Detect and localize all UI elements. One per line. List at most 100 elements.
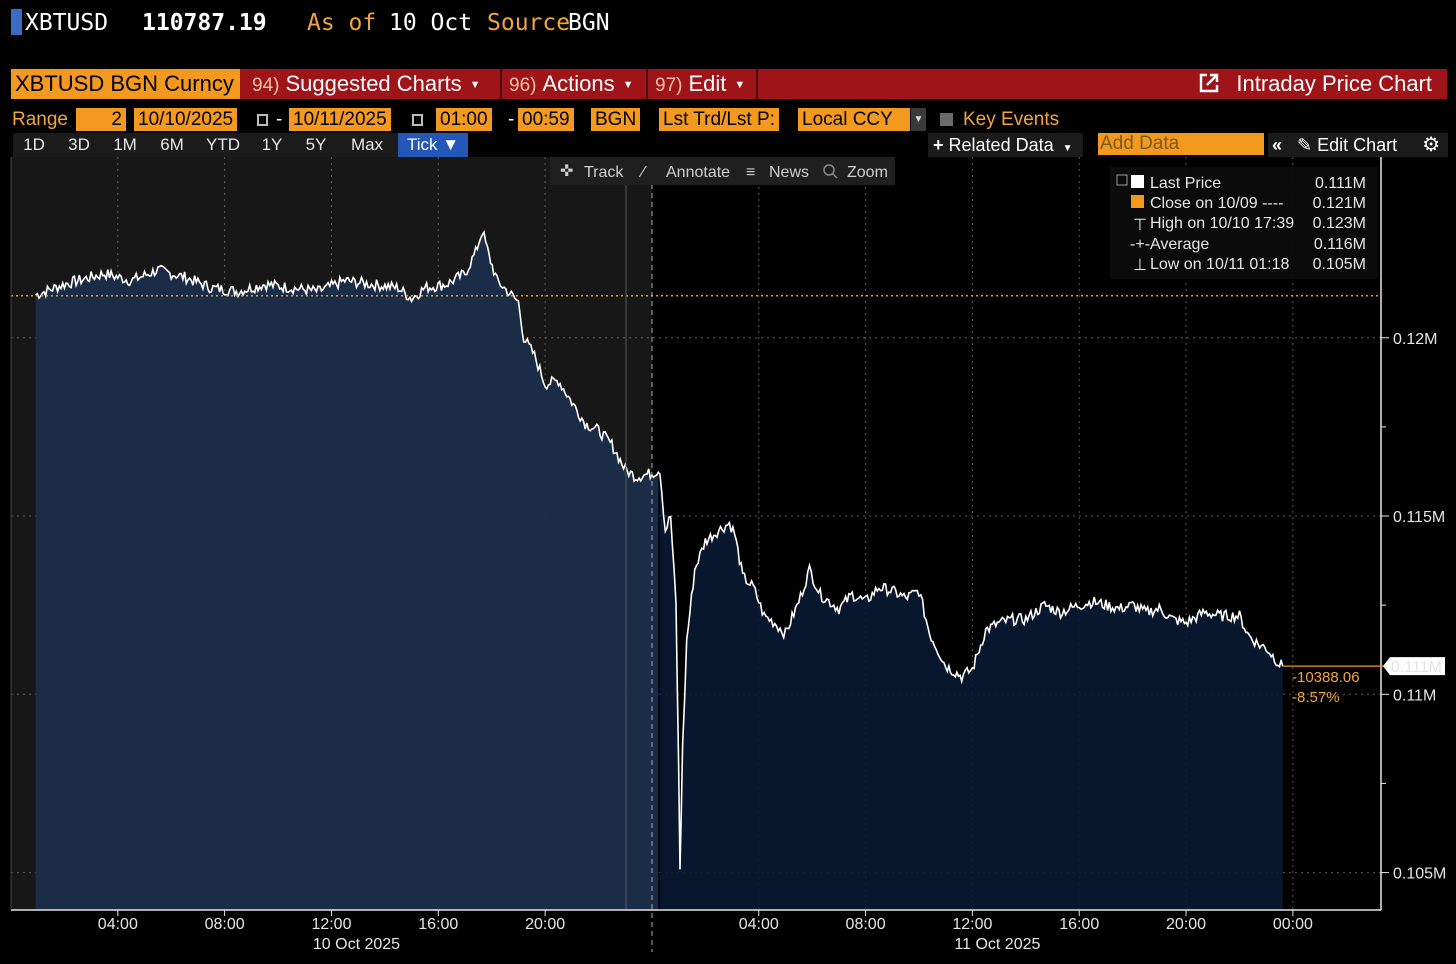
edit-chart-toolbar: « ✎ Edit Chart ⚙	[1268, 133, 1448, 157]
related-data-button[interactable]: + Related Data ▼	[928, 133, 1083, 157]
legend-value: 0.116M	[1314, 236, 1366, 253]
add-data-input[interactable]: Add Data	[1098, 133, 1264, 155]
x-tick-label: 20:00	[525, 916, 565, 933]
period-1d[interactable]: 1D	[23, 135, 45, 154]
legend-value: 0.123M	[1313, 215, 1366, 232]
percent-change: -8.57%	[1292, 689, 1340, 706]
end-time-input[interactable]: 00:59	[518, 108, 574, 131]
legend-collapse-icon[interactable]	[1116, 174, 1128, 186]
collapse-icon[interactable]: «	[1272, 135, 1283, 155]
menu-number: 94)	[252, 75, 280, 96]
range-label: Range	[12, 109, 68, 130]
zoom-icon	[823, 164, 835, 176]
as-of-label: As of	[307, 10, 377, 36]
security-field[interactable]: XBTUSD BGN Curncy	[11, 69, 240, 99]
menu-number: 97)	[655, 75, 683, 96]
y-tick-label: 0.11M	[1393, 687, 1436, 704]
x-tick-label: 08:00	[205, 916, 245, 933]
pen-icon: ∕	[638, 164, 647, 181]
title-bar: XBTUSD 110787.19 As of 10 Oct Source BGN	[0, 0, 1456, 50]
track-label: Track	[584, 164, 624, 181]
calendar-icon[interactable]	[254, 108, 268, 131]
legend-label: Average	[1150, 236, 1209, 253]
currency-select[interactable]: Local CCY	[798, 108, 910, 131]
period-1y[interactable]: 1Y	[261, 135, 283, 154]
actions-menu[interactable]: 96) Actions ▼	[509, 69, 634, 99]
menu-divider	[756, 69, 758, 99]
zoom-icon-handle	[832, 173, 838, 179]
caret-down-icon: ▼	[622, 79, 634, 91]
period-ytd[interactable]: YTD	[206, 135, 240, 154]
gear-icon[interactable]: ⚙	[1422, 134, 1440, 156]
end-date-input[interactable]: 10/11/2025	[289, 108, 391, 131]
menu-divider	[646, 69, 648, 99]
x-tick-label: 16:00	[1059, 916, 1099, 933]
price-field-select[interactable]: Lst Trd/Lst P:	[659, 108, 779, 131]
legend-label: Close on 10/09 ----	[1150, 195, 1283, 212]
legend-label: High on 10/10 17:39	[1150, 215, 1294, 232]
key-events-toggle[interactable]: Key Events	[940, 108, 1059, 131]
x-tick-label: 12:00	[311, 916, 351, 933]
news-tool[interactable]: ≡ News	[746, 164, 809, 181]
plus-icon: +	[933, 135, 944, 155]
menu-number: 96)	[509, 75, 537, 96]
period-bar	[13, 133, 468, 157]
pencil-icon: ✎	[1297, 135, 1313, 155]
end-date-value: 10/11/2025	[293, 109, 387, 130]
period-max[interactable]: Max	[350, 135, 384, 154]
view-title[interactable]: Intraday Price Chart	[1198, 69, 1432, 99]
chart-tools-bg	[550, 157, 895, 185]
ticker-symbol[interactable]: XBTUSD	[25, 10, 109, 36]
period-5y[interactable]: 5Y	[305, 135, 327, 154]
key-events-label: Key Events	[963, 109, 1060, 130]
zoom-label: Zoom	[847, 164, 888, 181]
suggested-charts-menu[interactable]: 94) Suggested Charts ▼	[252, 69, 480, 99]
date-label: 11 Oct 2025	[954, 936, 1040, 953]
period-1m[interactable]: 1M	[113, 135, 137, 154]
menu-label: Suggested Charts	[285, 71, 462, 96]
price-area-fill-current	[659, 474, 1283, 910]
period-6m[interactable]: 6M	[160, 135, 184, 154]
x-tick-label: 20:00	[1166, 916, 1206, 933]
net-change: -10388.06	[1292, 669, 1360, 686]
legend: ⊤ -+- ⊥ Last Price 0.111M Close on 10/09…	[1110, 167, 1378, 279]
x-tick-label: 08:00	[846, 916, 886, 933]
x-tick-label: 04:00	[98, 916, 138, 933]
range-days-input[interactable]: 2	[76, 108, 126, 131]
x-tick-label: 00:00	[1273, 916, 1313, 933]
news-label: News	[769, 164, 809, 181]
last-price-swatch	[1131, 175, 1144, 188]
checkbox-icon[interactable]	[940, 113, 953, 126]
y-tick-label: 0.115M	[1393, 509, 1445, 526]
legend-value: 0.111M	[1315, 175, 1366, 192]
period-3d[interactable]: 3D	[68, 135, 90, 154]
legend-bg	[1110, 167, 1378, 279]
y-tick-label: 0.105M	[1393, 866, 1446, 883]
edit-chart-button[interactable]: ✎ Edit Chart	[1297, 135, 1397, 155]
annotate-tool[interactable]: ∕ Annotate	[638, 164, 730, 181]
close-swatch	[1131, 195, 1144, 208]
pricing-source-input[interactable]: BGN	[591, 108, 641, 131]
as-of-date: 10 Oct	[389, 10, 473, 36]
legend-value: 0.121M	[1313, 195, 1366, 212]
low-marker-icon: ⊥	[1133, 257, 1147, 274]
pop-out-icon[interactable]	[1198, 72, 1220, 94]
calendar-icon[interactable]	[409, 108, 423, 131]
x-tick-label: 12:00	[952, 916, 992, 933]
track-tool[interactable]: ✜ Track	[560, 163, 624, 181]
source-value: BGN	[568, 10, 610, 36]
price-line	[35, 230, 1284, 870]
caret-down-icon: ▼	[469, 79, 481, 91]
edit-menu[interactable]: 97) Edit ▼	[655, 69, 745, 99]
start-time-input[interactable]: 01:00	[436, 108, 492, 131]
zoom-tool[interactable]: Zoom	[823, 164, 888, 181]
legend-label: Last Price	[1150, 175, 1221, 192]
y-axis-ticks: 0.12M 0.115M 0.11M 0.105M	[1381, 331, 1446, 883]
dropdown-arrow-icon[interactable]: ▼	[911, 108, 926, 131]
legend-label: Low on 10/11 01:18	[1150, 256, 1289, 273]
start-date-input[interactable]: 10/10/2025	[134, 108, 238, 131]
menu-label: Actions	[542, 71, 615, 96]
ticker-marker	[11, 9, 22, 35]
period-tick[interactable]: Tick ▼	[398, 133, 468, 157]
